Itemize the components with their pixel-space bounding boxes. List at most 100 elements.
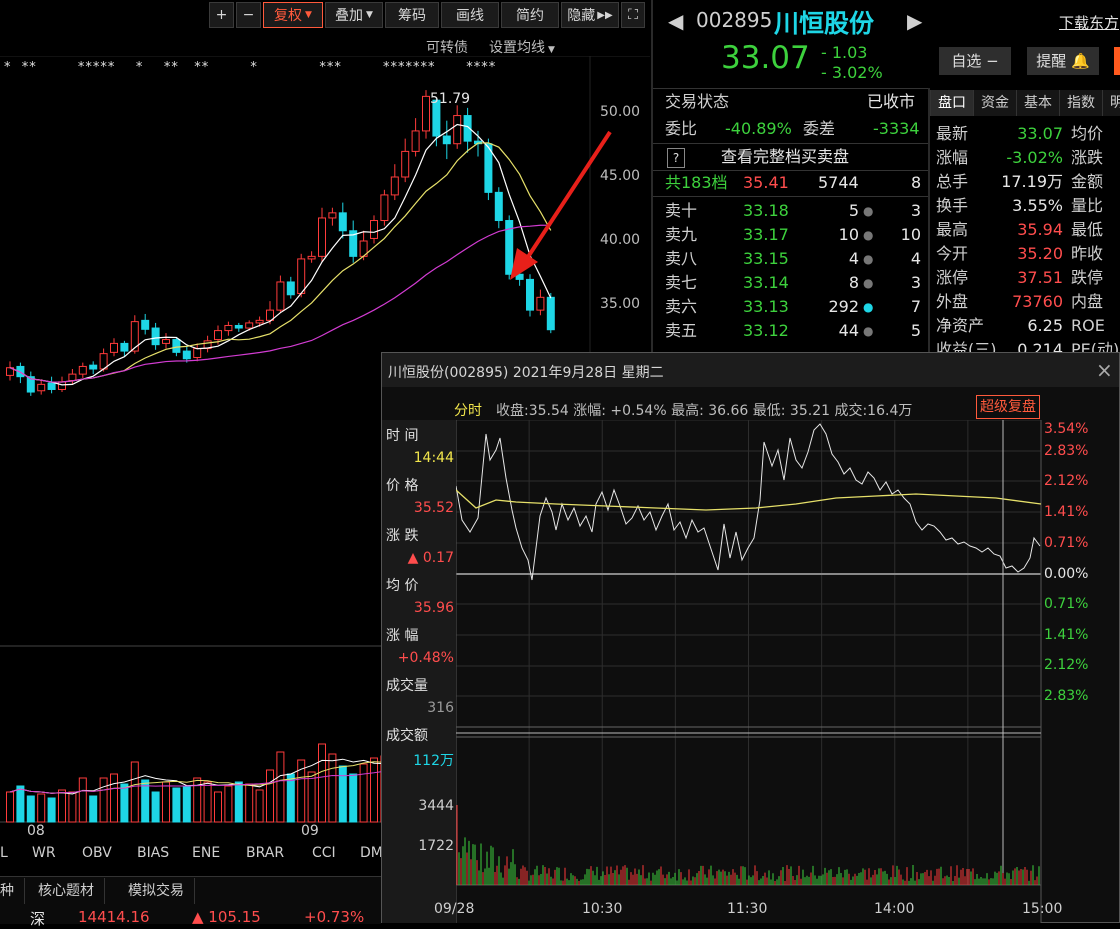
- stat-value: 35.94: [1017, 220, 1063, 239]
- close-icon[interactable]: ×: [1096, 358, 1113, 382]
- chevron-down-icon: ▼: [305, 10, 312, 20]
- candle-body: [26, 376, 35, 393]
- candle-body: [276, 281, 285, 311]
- ask-count: 3: [910, 273, 921, 292]
- tab-4[interactable]: 明: [1102, 90, 1120, 116]
- jianyue-button[interactable]: 简约: [501, 2, 559, 28]
- stat-value: 3.55%: [1012, 196, 1063, 215]
- zoom-in-button[interactable]: +: [209, 2, 234, 28]
- ask-price: 33.18: [743, 201, 789, 220]
- candle-body: [463, 115, 472, 142]
- prev-stock-icon[interactable]: ◀: [668, 9, 684, 33]
- stat-label: 换手: [936, 196, 969, 215]
- candle-body: [442, 135, 451, 145]
- indicator-tab-cci[interactable]: CCI: [312, 845, 336, 861]
- add-watchlist-button[interactable]: 自选 −: [939, 47, 1011, 75]
- next-stock-icon[interactable]: ▶: [907, 9, 923, 33]
- indicator-tab-bias[interactable]: BIAS: [137, 845, 170, 861]
- alert-button[interactable]: 提醒 🔔: [1027, 47, 1099, 75]
- full-depth-button[interactable]: 查看完整档买卖盘: [721, 147, 850, 166]
- indicator-tab-brar[interactable]: BRAR: [246, 845, 285, 861]
- candle-body: [297, 258, 306, 294]
- indicator-tab-l[interactable]: L: [0, 845, 8, 861]
- download-link[interactable]: 下载东方: [1059, 14, 1120, 32]
- ask-count: 3: [910, 201, 921, 220]
- ask-volume: 5: [848, 201, 859, 220]
- help-icon[interactable]: ?: [667, 148, 685, 168]
- chouma-button[interactable]: 筹码: [385, 2, 439, 28]
- candle-body: [546, 296, 555, 331]
- weibi-value: -40.89%: [725, 119, 792, 138]
- stat-value: 17.19万: [1001, 172, 1063, 191]
- stat-value: 73760: [1012, 292, 1063, 311]
- candle-body: [47, 382, 56, 390]
- y-tick-label: 45.00: [600, 168, 641, 184]
- volume-bar: [6, 791, 14, 823]
- stat-label-2: 量比: [1071, 196, 1104, 215]
- tab-sim-trade[interactable]: 模拟交易: [118, 878, 195, 904]
- info-label: 成交量: [386, 678, 428, 694]
- tab-3[interactable]: 指数: [1059, 90, 1102, 116]
- pct-down-label: 2.83%: [1044, 688, 1089, 704]
- tab-trend[interactable]: 种: [0, 878, 25, 904]
- candle-body: [349, 230, 358, 257]
- stat-label-2: 昨收: [1071, 244, 1104, 263]
- popup-title: 川恒股份(002895) 2021年9月28日 星期二: [388, 365, 664, 381]
- huaxian-button[interactable]: 画线: [441, 2, 499, 28]
- stat-label-2: 内盘: [1071, 292, 1104, 311]
- dot-icon: ●: [863, 228, 874, 242]
- volume-bar: [245, 783, 254, 823]
- time-label: 11:30: [727, 901, 768, 917]
- tab-0[interactable]: 盘口: [930, 90, 973, 116]
- market-label: 深: [30, 910, 46, 928]
- zoom-out-button[interactable]: −: [236, 2, 261, 28]
- volume-bar: [370, 757, 378, 823]
- price-line: [456, 423, 1041, 581]
- stat-label-2: 跌停: [1071, 268, 1104, 287]
- ma-line: [9, 224, 551, 383]
- indicator-tab-dm[interactable]: DM: [360, 845, 383, 861]
- info-value: ▲ 0.17: [407, 550, 454, 566]
- indicator-tab-wr[interactable]: WR: [32, 845, 56, 861]
- candle-body: [515, 273, 524, 280]
- indicator-tab-obv[interactable]: OBV: [82, 845, 112, 861]
- super-review-button[interactable]: 超级复盘: [976, 395, 1040, 419]
- tab-1[interactable]: 资金: [973, 90, 1016, 116]
- total-levels: 共183档: [665, 173, 728, 192]
- candle-body: [484, 143, 493, 193]
- total-price: 35.41: [743, 173, 789, 192]
- tab-core-topics[interactable]: 核心题材: [28, 878, 105, 904]
- avg-price-line: [456, 489, 1042, 511]
- fuquan-dropdown[interactable]: 复权 ▼: [263, 2, 323, 28]
- accent-button[interactable]: [1114, 47, 1120, 75]
- pct-zero-label: 0.00%: [1044, 566, 1089, 582]
- pct-down-label: 1.41%: [1044, 627, 1089, 643]
- volume-bar: [203, 781, 212, 823]
- stat-label-2: 涨跌: [1071, 148, 1104, 167]
- tab-2[interactable]: 基本: [1016, 90, 1059, 116]
- volume-bar: [16, 785, 25, 823]
- fullscreen-icon[interactable]: ⛶: [621, 2, 645, 28]
- ask-label: 卖七: [665, 273, 698, 292]
- info-label: 涨 幅: [386, 628, 419, 644]
- diejia-dropdown[interactable]: 叠加 ▼: [325, 2, 383, 28]
- volume-bar: [110, 773, 118, 823]
- volume-bar: [224, 785, 233, 823]
- volume-bar: [286, 773, 295, 823]
- last-price: 33.07: [721, 40, 810, 76]
- ask-volume: 8: [848, 273, 859, 292]
- stat-value: 35.20: [1017, 244, 1063, 263]
- indicator-tab-ene[interactable]: ENE: [192, 845, 221, 861]
- stat-label: 净资产: [936, 316, 985, 335]
- intraday-chart[interactable]: [456, 420, 1119, 923]
- bell-icon: 🔔: [1071, 52, 1090, 70]
- info-column: [382, 420, 457, 923]
- kezhuanzhai-link[interactable]: 可转债: [426, 40, 468, 56]
- set-ma-dropdown[interactable]: 设置均线 ▼: [489, 37, 555, 57]
- candle-body: [401, 150, 410, 178]
- candle-body: [422, 95, 430, 132]
- volume-bar: [359, 763, 368, 823]
- yincang-button[interactable]: 隐藏 ▶▶: [561, 2, 619, 28]
- candle-body: [338, 212, 347, 232]
- y-tick-label: 40.00: [600, 232, 641, 248]
